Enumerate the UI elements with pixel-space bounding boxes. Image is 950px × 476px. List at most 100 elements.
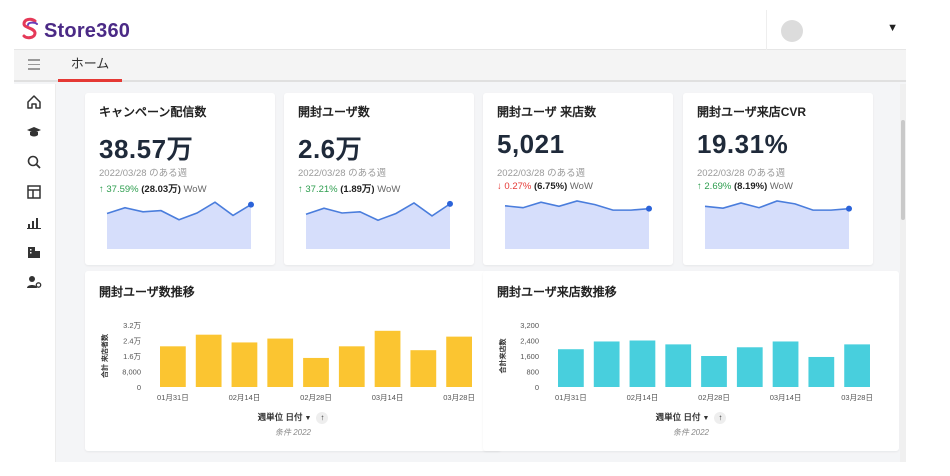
kpi-title: キャンペーン配信数 bbox=[99, 105, 207, 119]
kpi-value: 5,021 bbox=[497, 129, 565, 159]
sparkline-line bbox=[106, 201, 252, 221]
user-settings-icon[interactable] bbox=[26, 274, 42, 290]
arrow-down-icon: ↓ bbox=[497, 181, 502, 192]
layout-icon[interactable] bbox=[26, 184, 42, 200]
chart-title: 開封ユーザ来店数推移 bbox=[497, 285, 617, 299]
x-tick-label: 03月14日 bbox=[770, 393, 802, 402]
y-tick-label: 8,000 bbox=[122, 368, 141, 377]
search-icon[interactable] bbox=[26, 154, 42, 170]
kpi-sparkline bbox=[704, 200, 852, 249]
kpi-value: 19.31% bbox=[697, 129, 789, 159]
kpi-change-abs: (1.89万) bbox=[340, 184, 375, 195]
bar bbox=[195, 334, 222, 387]
sparkline-last-point bbox=[447, 200, 453, 207]
chevron-down-icon[interactable]: ▼ bbox=[702, 415, 710, 422]
chart-title: 開封ユーザ数推移 bbox=[99, 285, 195, 299]
kpi-period: 2022/03/28 のある週 bbox=[697, 168, 786, 179]
x-tick-label: 03月28日 bbox=[841, 393, 873, 402]
user-menu[interactable]: ▼ bbox=[766, 10, 906, 50]
home-icon[interactable] bbox=[26, 94, 42, 110]
y-tick-label: 2,400 bbox=[520, 337, 539, 346]
chart-caption: 条件 2022 bbox=[672, 428, 710, 437]
kpi-change-unit: WoW bbox=[183, 184, 207, 195]
kpi-change-pct: 37.21% bbox=[305, 184, 338, 195]
kpi-period: 2022/03/28 のある週 bbox=[298, 168, 387, 179]
bar bbox=[446, 336, 472, 387]
bar bbox=[808, 356, 835, 387]
kpi-change-unit: WoW bbox=[769, 181, 793, 192]
bar bbox=[629, 340, 656, 387]
bar-chart-icon[interactable] bbox=[26, 214, 42, 230]
kpi-card-campaign-deliveries: キャンペーン配信数 38.57万 2022/03/28 のある週 ↑ 37.59… bbox=[85, 93, 275, 265]
kpi-period: 2022/03/28 のある週 bbox=[497, 168, 586, 179]
avatar[interactable] bbox=[781, 20, 803, 42]
sparkline-last-point bbox=[846, 205, 852, 212]
bar bbox=[844, 344, 870, 387]
x-tick-label: 03月14日 bbox=[372, 393, 404, 402]
kpi-sparkline bbox=[504, 200, 652, 249]
y-tick-label: 1,600 bbox=[520, 352, 539, 361]
kpi-change-pct: 2.69% bbox=[704, 181, 732, 192]
logo[interactable]: Store360 bbox=[20, 17, 130, 46]
kpi-period: 2022/03/28 のある週 bbox=[99, 168, 188, 179]
x-tick-label: 02月14日 bbox=[627, 393, 659, 402]
sparkline-last-point bbox=[646, 205, 652, 212]
y-tick-label: 3,200 bbox=[520, 321, 539, 330]
bar bbox=[267, 338, 294, 387]
scrollbar-track[interactable] bbox=[900, 84, 906, 462]
menu-icon[interactable] bbox=[28, 59, 40, 71]
tab-bar: ホーム bbox=[14, 50, 906, 82]
kpi-card-opened-users: 開封ユーザ数 2.6万 2022/03/28 のある週 ↑ 37.21% (1.… bbox=[284, 93, 474, 265]
sparkline-line bbox=[504, 200, 650, 211]
sparkline-line bbox=[305, 201, 451, 222]
y-tick-label: 0 bbox=[137, 383, 141, 392]
bar bbox=[338, 346, 365, 387]
chart-sort-control[interactable]: 週単位 日付 ▼ ↑ bbox=[85, 411, 501, 424]
x-tick-label: 01月31日 bbox=[157, 393, 189, 402]
kpi-sparkline bbox=[106, 201, 254, 249]
chevron-down-icon[interactable]: ▼ bbox=[304, 415, 312, 422]
app-window: Store360 ▼ ホーム bbox=[14, 10, 906, 462]
x-tick-label: 03月28日 bbox=[443, 393, 475, 402]
kpi-change-unit: WoW bbox=[569, 181, 593, 192]
kpi-value: 38.57万 bbox=[99, 134, 194, 164]
scrollbar-thumb[interactable] bbox=[901, 120, 905, 220]
kpi-card-opened-user-visits: 開封ユーザ 来店数 5,021 2022/03/28 のある週 ↓ 0.27% … bbox=[483, 93, 673, 265]
bar bbox=[303, 357, 329, 387]
chart-caption: 条件 2022 bbox=[274, 428, 312, 437]
bar bbox=[374, 330, 401, 387]
kpi-change: ↑ 37.59% (28.03万) WoW bbox=[99, 181, 207, 195]
logo-icon bbox=[20, 17, 40, 46]
chevron-down-icon[interactable]: ▼ bbox=[887, 22, 898, 34]
sparkline-last-point bbox=[248, 201, 254, 208]
sort-label[interactable]: 週単位 日付 bbox=[257, 412, 303, 422]
kpi-change-pct: 0.27% bbox=[504, 181, 532, 192]
sort-arrow-up-icon[interactable]: ↑ bbox=[316, 412, 329, 424]
x-tick-label: 01月31日 bbox=[555, 393, 587, 402]
bar bbox=[558, 349, 584, 387]
sidebar bbox=[14, 84, 56, 462]
top-bar: Store360 ▼ bbox=[14, 10, 906, 50]
y-tick-label: 2.4万 bbox=[123, 337, 141, 346]
sparkline-line bbox=[704, 200, 850, 211]
kpi-change: ↓ 0.27% (6.75%) WoW bbox=[497, 181, 593, 192]
graduation-cap-icon[interactable] bbox=[26, 124, 42, 140]
x-tick-label: 02月28日 bbox=[698, 393, 730, 402]
bar bbox=[410, 350, 437, 387]
kpi-change: ↑ 2.69% (8.19%) WoW bbox=[697, 181, 793, 192]
bar bbox=[772, 341, 799, 387]
x-tick-label: 02月28日 bbox=[300, 393, 332, 402]
sort-arrow-up-icon[interactable]: ↑ bbox=[714, 412, 727, 424]
tab-home[interactable]: ホーム bbox=[58, 50, 122, 82]
x-tick-label: 02月14日 bbox=[229, 393, 261, 402]
y-tick-label: 3.2万 bbox=[123, 321, 141, 330]
sort-label[interactable]: 週単位 日付 bbox=[655, 412, 701, 422]
kpi-change-unit: WoW bbox=[377, 184, 401, 195]
sparkline-area bbox=[306, 202, 450, 249]
kpi-value: 2.6万 bbox=[298, 134, 363, 164]
chart-sort-control[interactable]: 週単位 日付 ▼ ↑ bbox=[483, 411, 899, 424]
bar-chart: 合計 来店者数 3.2万 2.4万 1.6万 8,000 0 01月31日 02月14日 02月… bbox=[100, 321, 475, 402]
kpi-title: 開封ユーザ来店CVR bbox=[697, 105, 807, 119]
building-icon[interactable] bbox=[26, 244, 42, 260]
kpi-change-abs: (8.19%) bbox=[733, 181, 768, 192]
